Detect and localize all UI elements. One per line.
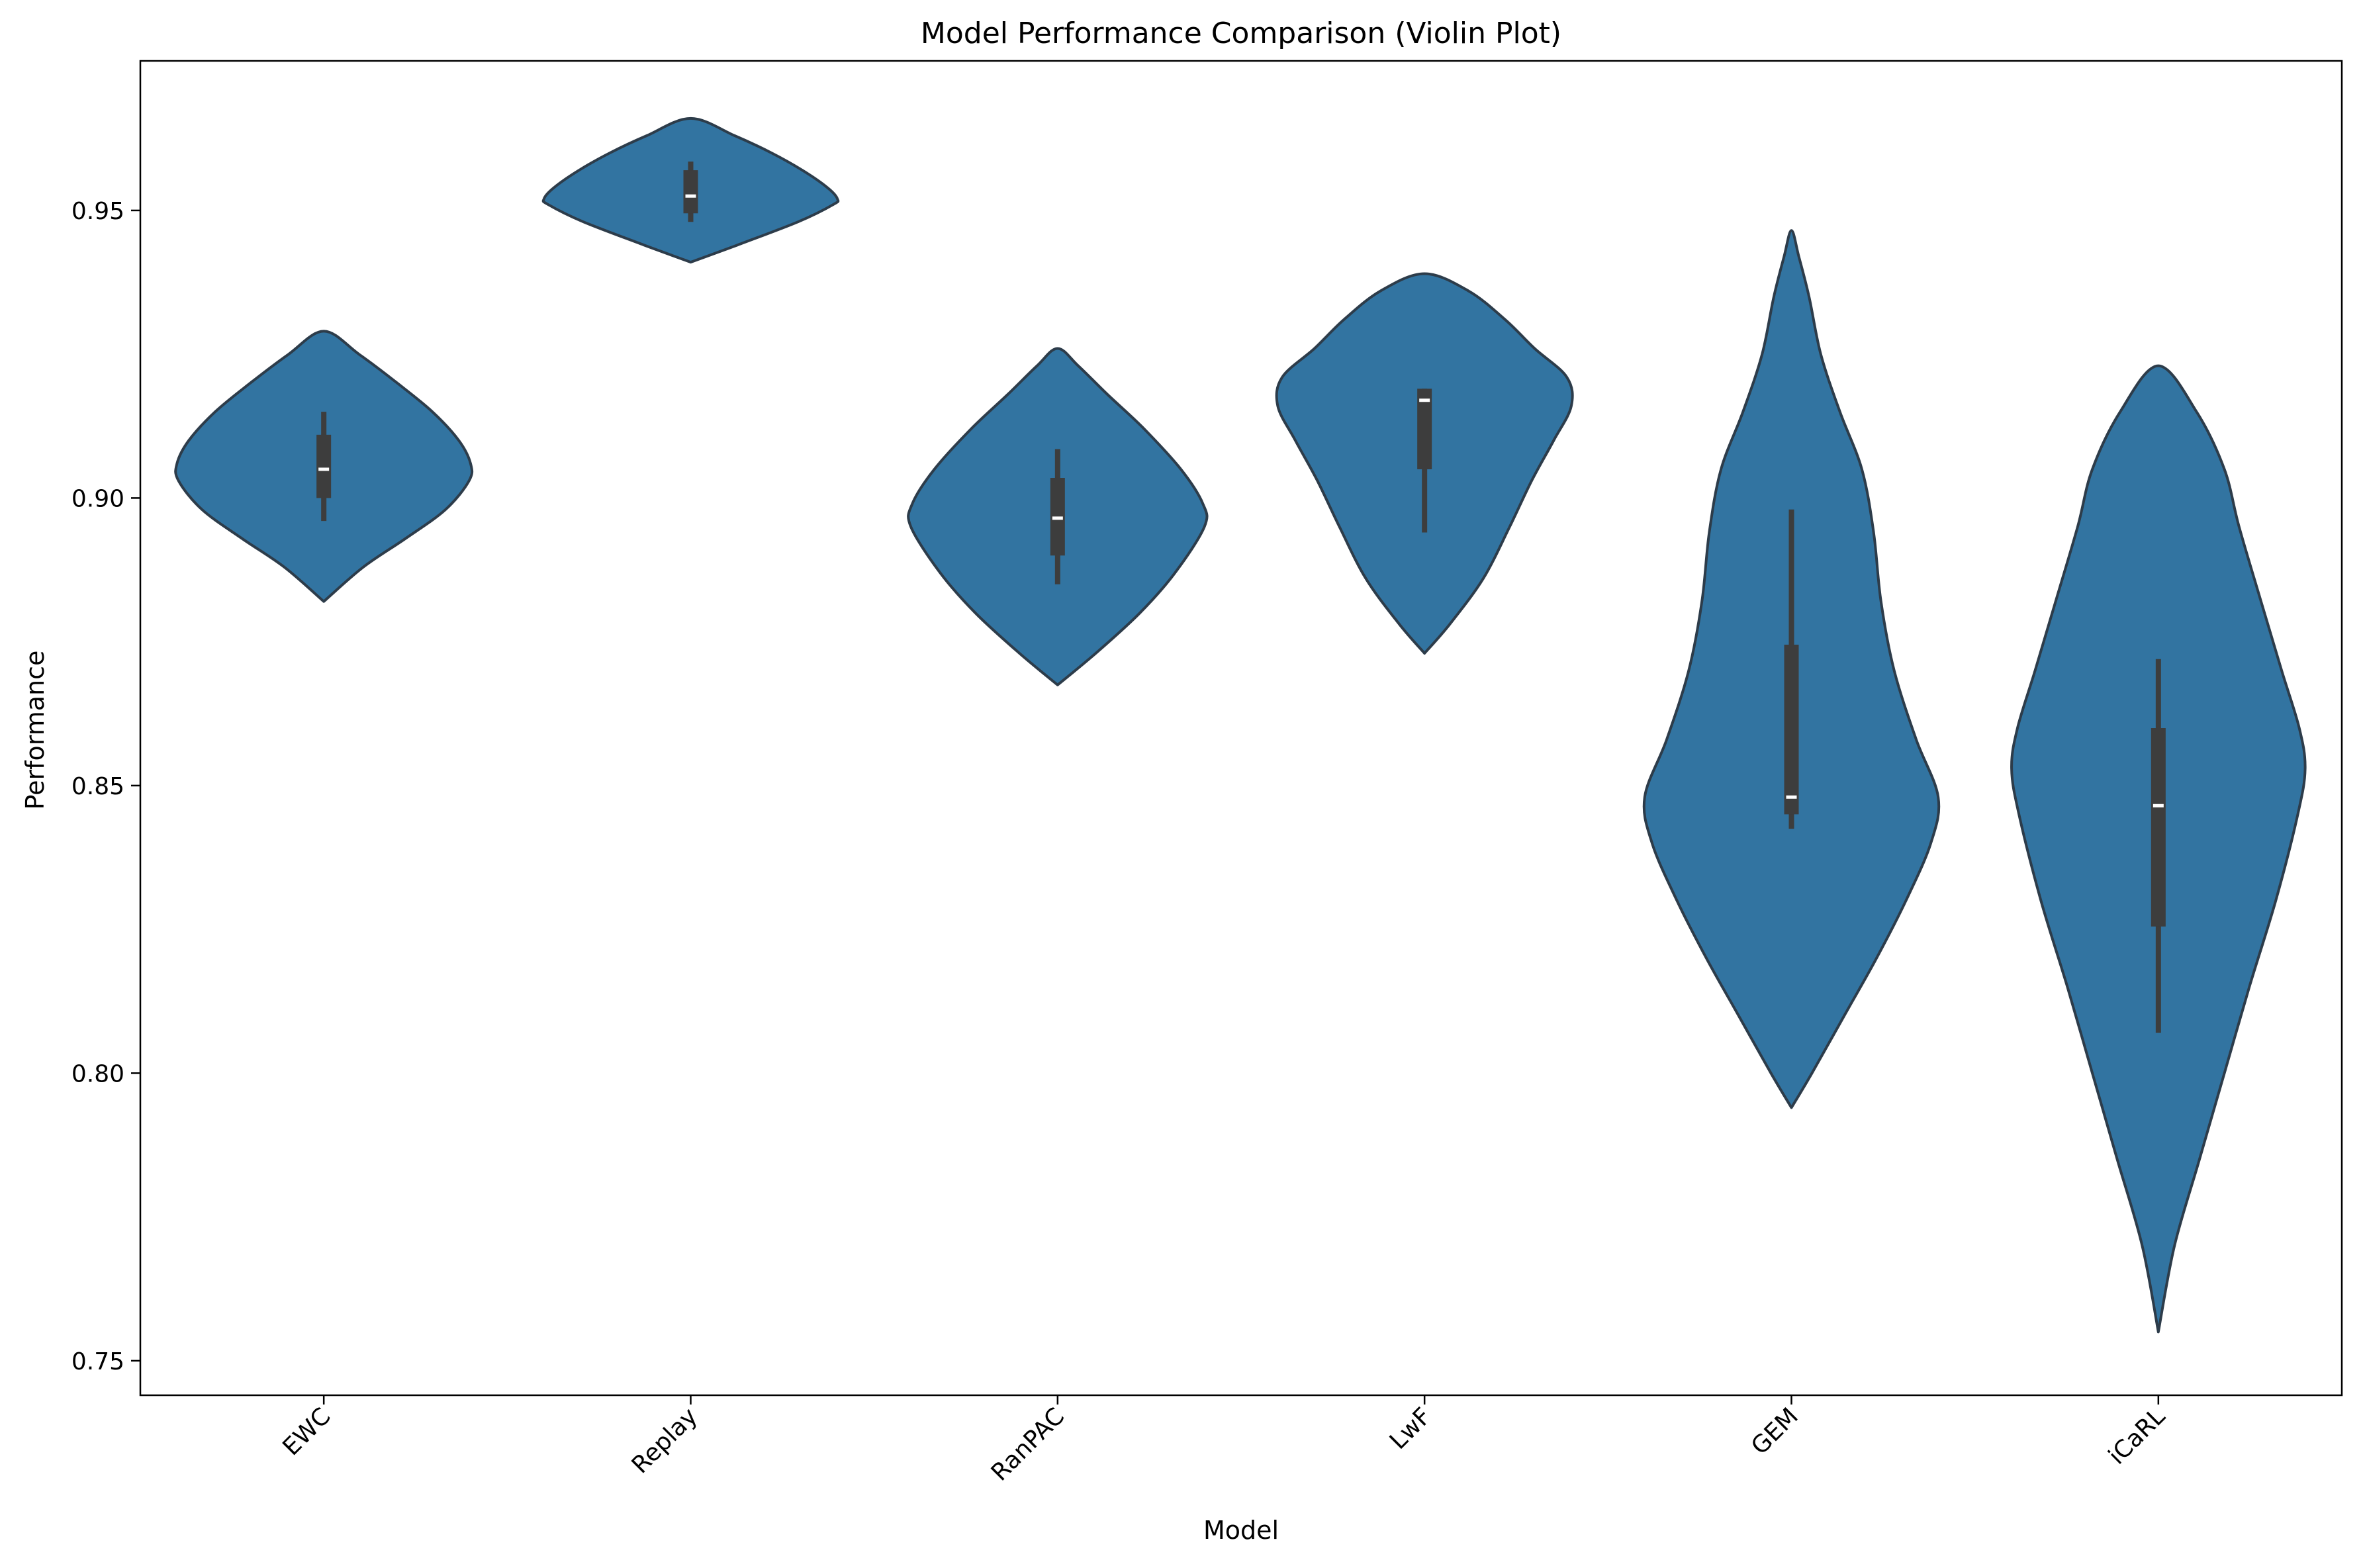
plot-frame — [139, 60, 2343, 1397]
violin-ewc — [174, 330, 474, 603]
violin-iqr-box — [1784, 645, 1799, 815]
x-axis-title: Model — [1203, 1516, 1279, 1545]
violin-ranpac — [907, 347, 1209, 686]
violin-icarl — [2010, 364, 2307, 1334]
y-axis-title: Performance — [21, 651, 50, 810]
violin-lwf — [1275, 272, 1574, 655]
y-tick-label: 0.75 — [71, 1348, 124, 1375]
violin-iqr-box — [316, 434, 332, 498]
y-tick-label: 0.80 — [71, 1060, 124, 1087]
violin-gem — [1642, 229, 1941, 1109]
violins-layer — [174, 116, 2307, 1334]
violin-iqr-box — [1417, 389, 1432, 469]
y-axis: 0.75 0.80 0.85 0.90 0.95 — [71, 198, 140, 1375]
chart-title: Model Performance Comparison (Violin Plo… — [921, 17, 1561, 50]
y-tick-label: 0.90 — [71, 485, 124, 512]
violin-iqr-box — [2151, 728, 2166, 927]
y-tick-label: 0.85 — [71, 773, 124, 800]
violin-iqr-box — [683, 170, 698, 214]
y-tick-label: 0.95 — [71, 198, 124, 225]
violin-replay — [541, 116, 840, 264]
